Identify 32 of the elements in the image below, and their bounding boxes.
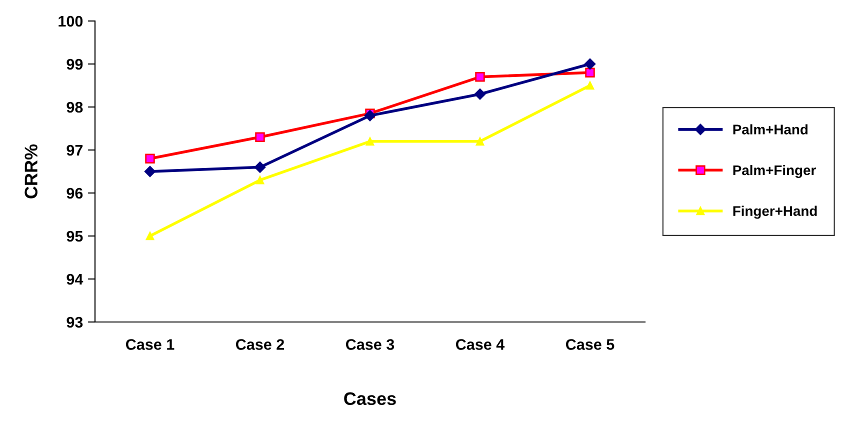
point <box>585 68 595 78</box>
x-axis-title: Cases <box>344 392 396 406</box>
point <box>255 132 265 142</box>
point <box>476 137 484 146</box>
x-tick-label: Case 2 <box>236 339 284 350</box>
legend-label: Finger+Hand <box>733 206 817 219</box>
point <box>146 232 154 240</box>
x-tick-label: Case 4 <box>456 339 505 350</box>
point <box>366 137 374 146</box>
point <box>364 110 376 122</box>
y-axis-title: CRR% <box>24 144 38 198</box>
point <box>254 162 266 173</box>
legend-label: Palm+Hand <box>733 124 808 134</box>
y-tick-label: 99 <box>66 58 83 70</box>
y-tick-label: 95 <box>66 230 83 242</box>
y-tick-label: 97 <box>66 144 83 156</box>
point <box>475 72 485 82</box>
y-tick-label: 100 <box>58 16 83 27</box>
point <box>145 154 155 164</box>
legend-label: Palm+Finger <box>733 164 816 178</box>
x-tick-label: Case 3 <box>346 339 394 350</box>
point <box>144 166 156 178</box>
point <box>474 88 486 100</box>
x-tick-label: Case 1 <box>126 339 174 350</box>
y-tick-label: 98 <box>66 102 83 113</box>
point <box>256 176 264 184</box>
y-tick-label: 93 <box>66 316 83 328</box>
point <box>584 58 596 70</box>
point <box>586 81 594 90</box>
x-tick-label: Case 5 <box>566 339 614 350</box>
y-tick-label: 96 <box>66 188 83 199</box>
y-tick-label: 94 <box>66 274 84 285</box>
